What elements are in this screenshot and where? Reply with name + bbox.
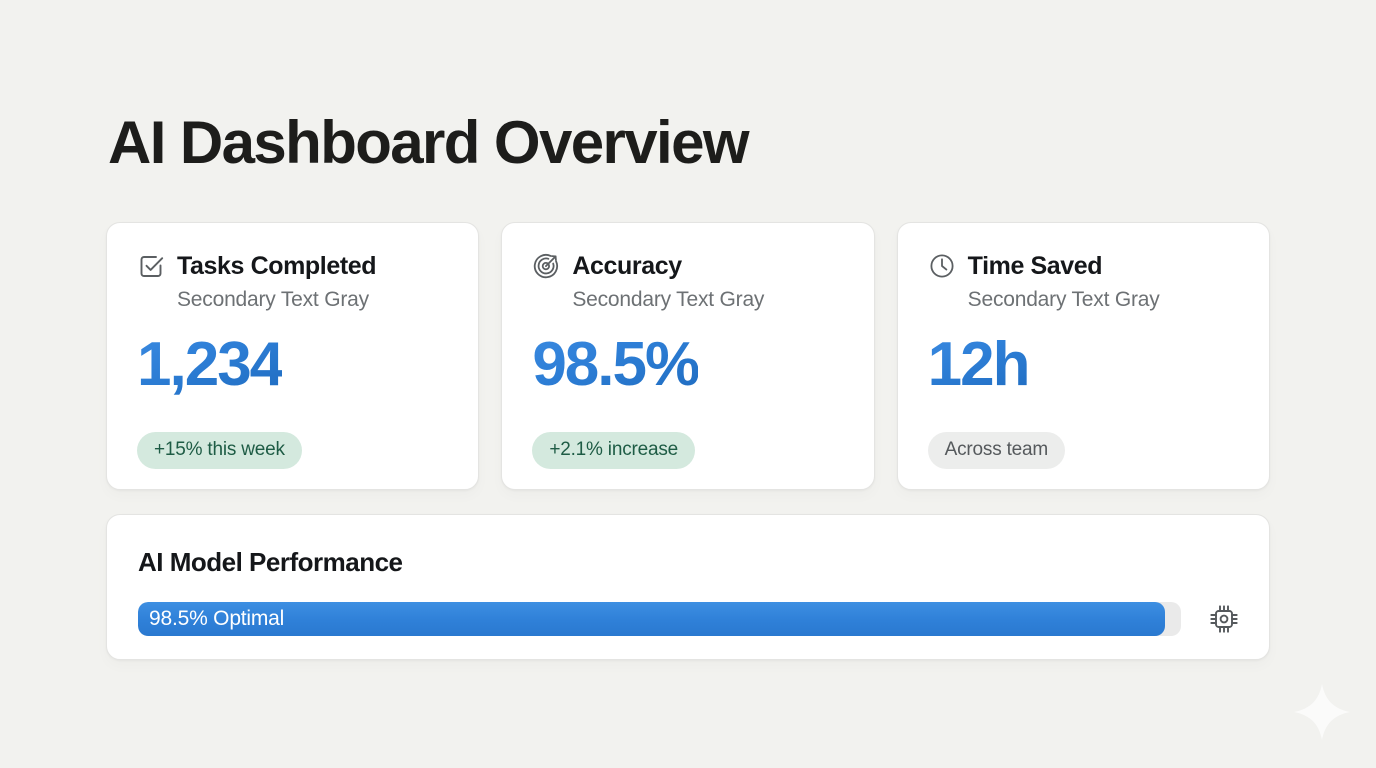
card-subtitle: Secondary Text Gray bbox=[177, 288, 369, 311]
performance-row: 98.5% Optimal bbox=[138, 599, 1241, 639]
cpu-chip-icon[interactable] bbox=[1207, 602, 1241, 636]
card-subtitle: Secondary Text Gray bbox=[967, 288, 1160, 311]
stat-card-tasks-completed[interactable]: Tasks Completed Secondary Text Gray 1,23… bbox=[106, 222, 480, 490]
card-header: Time Saved bbox=[928, 249, 1239, 283]
card-title: Tasks Completed bbox=[177, 252, 377, 280]
progress-bar[interactable]: 98.5% Optimal bbox=[138, 602, 1181, 636]
stat-card-accuracy[interactable]: Accuracy Secondary Text Gray 98.5% +2.1%… bbox=[501, 222, 875, 490]
card-value: 12h bbox=[927, 330, 1031, 399]
ai-model-performance-panel: AI Model Performance 98.5% Optimal bbox=[106, 514, 1270, 660]
target-icon bbox=[532, 252, 560, 280]
checkbox-check-icon bbox=[137, 252, 165, 280]
sparkle-icon bbox=[1292, 682, 1352, 742]
page-title: AI Dashboard Overview bbox=[108, 109, 750, 176]
card-value: 1,234 bbox=[137, 330, 284, 399]
status-badge: +2.1% increase bbox=[532, 432, 696, 469]
progress-bar-label: 98.5% Optimal bbox=[149, 607, 285, 630]
card-header: Tasks Completed bbox=[137, 249, 448, 283]
clock-icon bbox=[928, 252, 956, 280]
stat-card-time-saved[interactable]: Time Saved Secondary Text Gray 12h Acros… bbox=[896, 222, 1270, 490]
status-badge: +15% this week bbox=[137, 432, 302, 469]
stat-card-row: Tasks Completed Secondary Text Gray 1,23… bbox=[106, 222, 1270, 490]
panel-title: AI Model Performance bbox=[138, 547, 403, 577]
card-header: Accuracy bbox=[532, 249, 843, 283]
card-value: 98.5% bbox=[532, 330, 700, 399]
card-title: Time Saved bbox=[967, 252, 1103, 280]
progress-bar-fill: 98.5% Optimal bbox=[138, 602, 1166, 636]
card-title: Accuracy bbox=[572, 252, 682, 280]
card-subtitle: Secondary Text Gray bbox=[572, 288, 765, 311]
status-badge: Across team bbox=[927, 432, 1066, 469]
